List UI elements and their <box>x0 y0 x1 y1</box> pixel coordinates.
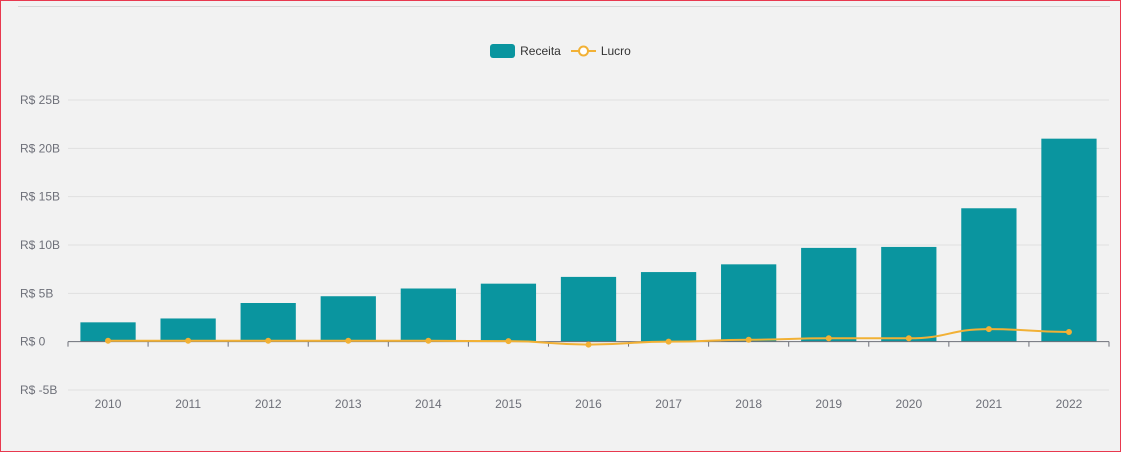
chart-legend: Receita Lucro <box>0 44 1121 58</box>
point-lucro <box>265 337 272 344</box>
x-tick-label: 2021 <box>976 397 1003 411</box>
y-tick-label: R$ 10B <box>20 238 60 252</box>
point-lucro <box>985 326 992 333</box>
bar-receita <box>640 272 697 342</box>
x-tick-label: 2014 <box>415 397 442 411</box>
point-lucro <box>505 338 512 345</box>
point-lucro <box>105 337 112 344</box>
y-tick-label: R$ 25B <box>20 93 60 107</box>
legend-label-receita: Receita <box>520 44 561 58</box>
y-tick-label: R$ 20B <box>20 141 60 155</box>
legend-item-receita[interactable]: Receita <box>490 44 561 58</box>
point-lucro <box>825 335 832 342</box>
y-tick-label: R$ 15B <box>20 190 60 204</box>
x-tick-label: 2010 <box>95 397 122 411</box>
x-tick-label: 2020 <box>895 397 922 411</box>
bar-receita <box>801 247 857 342</box>
bar-receita <box>961 208 1017 342</box>
top-divider <box>18 6 1110 7</box>
bar-receita <box>160 318 216 342</box>
bar-receita <box>721 264 777 342</box>
point-lucro <box>185 337 192 344</box>
bar-receita <box>400 288 456 342</box>
point-lucro <box>425 337 432 344</box>
y-tick-label: R$ 0 <box>20 335 46 349</box>
bar-receita <box>480 283 537 342</box>
bar-receita <box>240 303 296 342</box>
legend-swatch-lucro <box>570 45 596 57</box>
y-tick-label: R$ -5B <box>20 383 57 397</box>
point-lucro <box>665 338 672 345</box>
point-lucro <box>345 337 352 344</box>
point-lucro <box>1065 329 1072 335</box>
bar-receita <box>881 246 937 342</box>
point-lucro <box>745 336 752 343</box>
x-tick-label: 2019 <box>815 397 842 411</box>
legend-swatch-receita <box>490 44 516 58</box>
x-tick-label: 2011 <box>175 397 201 411</box>
legend-item-lucro[interactable]: Lucro <box>570 44 631 58</box>
legend-label-lucro: Lucro <box>600 44 631 58</box>
bar-receita <box>80 322 136 342</box>
point-lucro <box>585 341 592 348</box>
x-tick-label: 2015 <box>495 397 522 411</box>
x-tick-label: 2017 <box>655 397 682 411</box>
bar-receita <box>1041 138 1097 342</box>
x-tick-label: 2016 <box>575 397 602 411</box>
x-tick-label: 2013 <box>335 397 362 411</box>
x-tick-label: 2012 <box>255 397 282 411</box>
x-tick-label: 2018 <box>735 397 762 411</box>
point-lucro <box>905 335 912 342</box>
bar-receita <box>560 276 617 342</box>
x-tick-label: 2022 <box>1056 397 1083 411</box>
bar-receita <box>320 296 376 342</box>
y-tick-label: R$ 5B <box>20 286 53 300</box>
